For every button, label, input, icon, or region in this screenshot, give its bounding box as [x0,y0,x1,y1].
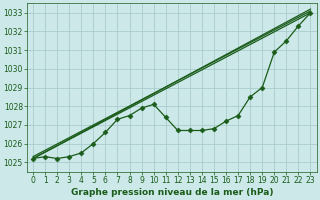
X-axis label: Graphe pression niveau de la mer (hPa): Graphe pression niveau de la mer (hPa) [70,188,273,197]
